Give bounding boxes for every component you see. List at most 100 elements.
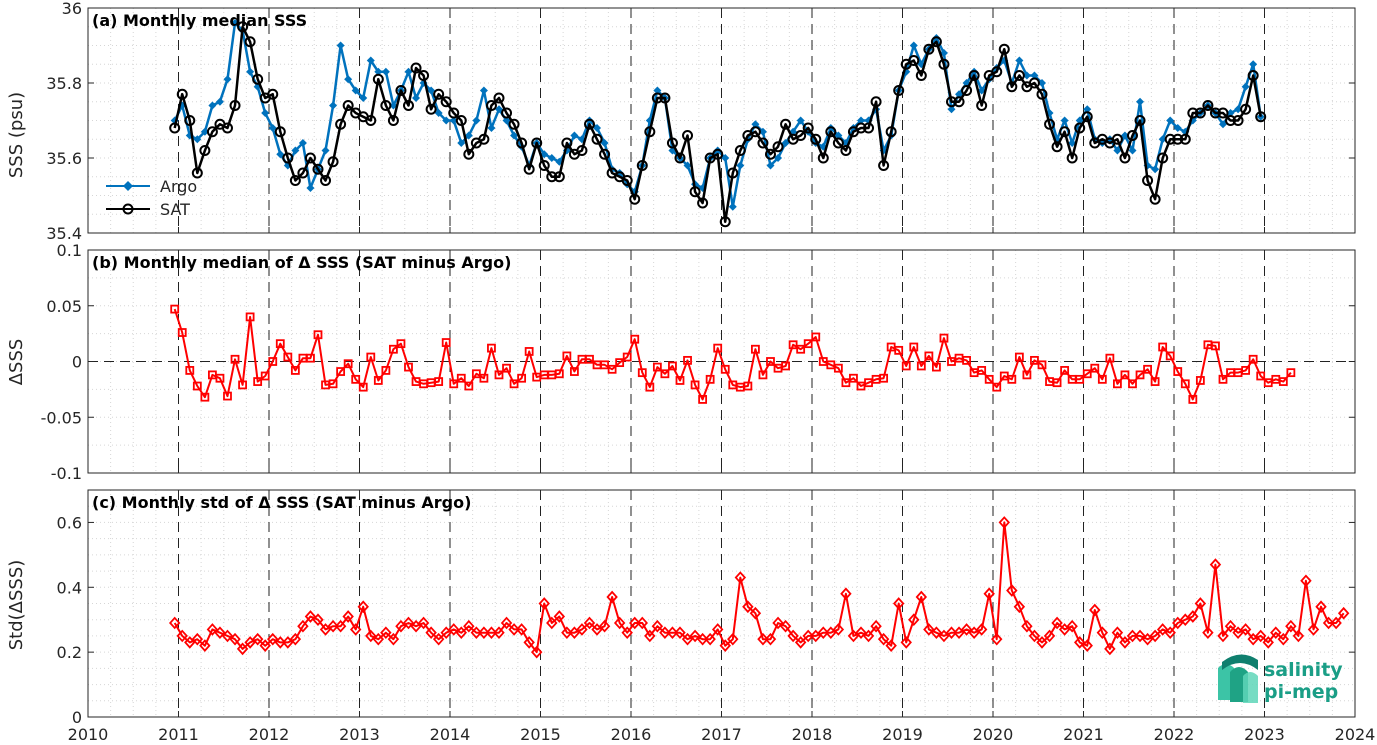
data-point <box>176 629 188 643</box>
data-point <box>1180 379 1190 389</box>
data-point <box>766 161 775 170</box>
data-point <box>915 70 927 81</box>
data-point <box>359 94 368 102</box>
data-point <box>1249 60 1258 69</box>
data-point <box>191 632 204 646</box>
data-point <box>779 619 792 633</box>
data-point <box>553 171 565 183</box>
data-point <box>855 626 867 640</box>
data-point <box>856 116 865 125</box>
data-point <box>199 639 211 653</box>
data-point <box>630 334 640 344</box>
data-point <box>252 73 264 85</box>
data-point <box>547 154 556 162</box>
data-point <box>1315 600 1327 614</box>
data-point <box>976 100 988 111</box>
y-tick-label: -0.1 <box>51 464 82 483</box>
data-point <box>223 75 232 84</box>
data-point <box>683 161 692 170</box>
data-point <box>193 135 202 144</box>
y-tick-label: 0.1 <box>57 241 82 260</box>
salinity-pi-mep-logo: salinity pi-mep <box>1218 654 1343 703</box>
x-tick-label: 2023 <box>1244 725 1285 744</box>
y-tick-label: 0 <box>72 353 82 372</box>
data-point <box>645 382 655 392</box>
data-point <box>517 373 527 383</box>
data-point <box>764 632 777 646</box>
data-point <box>304 152 316 164</box>
data-point <box>502 363 511 373</box>
data-point <box>221 629 234 643</box>
data-point <box>689 629 701 643</box>
data-point <box>456 373 466 383</box>
logo-text-salinity: salinity <box>1264 659 1343 681</box>
data-point <box>757 632 769 646</box>
data-point <box>758 127 767 136</box>
data-point <box>395 619 407 633</box>
data-point <box>576 623 588 636</box>
data-point <box>351 374 361 384</box>
data-point <box>962 355 971 365</box>
data-point <box>523 163 535 175</box>
data-point <box>1232 626 1244 640</box>
data-point <box>613 616 626 630</box>
x-tick-label: 2013 <box>339 725 380 744</box>
x-tick-label: 2022 <box>1154 725 1195 744</box>
data-point <box>953 626 965 640</box>
x-tick-label: 2016 <box>611 725 652 744</box>
data-point <box>674 626 686 640</box>
data-point <box>510 131 519 140</box>
data-point <box>781 361 790 371</box>
y-tick-label: 35.6 <box>46 149 82 168</box>
data-point <box>184 636 196 649</box>
data-point <box>877 632 890 646</box>
data-point <box>810 133 822 145</box>
data-point <box>1166 116 1175 125</box>
data-point <box>1173 367 1183 376</box>
data-point <box>562 351 572 361</box>
data-point <box>214 626 226 640</box>
data-point <box>328 379 338 389</box>
data-point <box>478 133 490 145</box>
data-point <box>267 632 279 646</box>
data-point <box>1066 152 1078 164</box>
data-point <box>870 96 882 108</box>
panel-a-y-axis-label: SSS (psu) <box>6 92 27 178</box>
y-tick-label: 0.2 <box>57 643 82 662</box>
data-point <box>1126 629 1139 643</box>
data-point <box>1217 629 1229 643</box>
data-point <box>327 619 339 633</box>
data-point <box>991 632 1003 646</box>
data-point <box>1179 613 1191 627</box>
data-point <box>1142 175 1154 186</box>
data-point <box>817 152 829 164</box>
data-point <box>509 379 519 389</box>
data-point <box>916 361 926 371</box>
data-point <box>644 126 656 138</box>
data-point <box>244 636 256 649</box>
data-point <box>1241 82 1250 91</box>
data-point <box>365 115 377 126</box>
data-point <box>1030 71 1039 80</box>
data-point <box>1075 116 1084 125</box>
data-point <box>1202 100 1214 111</box>
data-point <box>387 632 400 646</box>
data-point <box>698 395 708 404</box>
data-point <box>1028 77 1040 89</box>
data-point <box>802 629 814 643</box>
data-point <box>817 626 829 640</box>
data-point <box>238 380 247 390</box>
data-point <box>600 360 609 370</box>
legend-sat-marker <box>122 203 134 215</box>
data-point <box>402 616 415 630</box>
data-point <box>636 616 648 630</box>
data-point <box>373 376 383 385</box>
data-point <box>1277 632 1290 646</box>
data-point <box>1028 629 1041 643</box>
data-point <box>1141 632 1154 646</box>
data-point <box>374 67 383 76</box>
data-point <box>1217 107 1229 119</box>
data-point <box>494 105 503 114</box>
data-point <box>554 369 564 379</box>
